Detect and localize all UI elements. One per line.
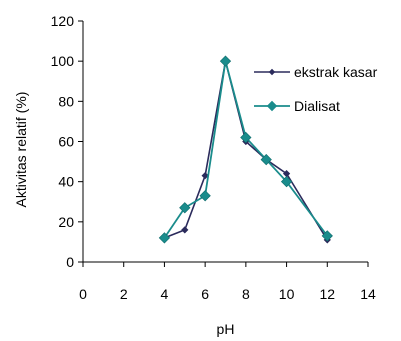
legend-marker	[268, 68, 276, 76]
y-tick-label: 80	[58, 93, 74, 109]
data-point	[280, 176, 293, 188]
x-tick-label: 4	[161, 286, 169, 302]
x-tick-label: 8	[242, 286, 250, 302]
data-point	[181, 226, 189, 234]
data-point	[158, 232, 171, 244]
series-line	[164, 60, 328, 241]
data-point	[260, 153, 272, 166]
x-ticks: 0 2 4 6 8 10 12 14	[79, 262, 376, 302]
y-tick-label: 20	[58, 214, 74, 230]
x-tick-label: 6	[201, 286, 209, 302]
y-tick-label: 120	[51, 13, 75, 29]
series-ekstrak-kasar	[160, 57, 331, 244]
data-point	[201, 172, 209, 180]
x-tick-label: 12	[319, 286, 335, 302]
data-point	[179, 202, 191, 214]
x-tick-label: 0	[79, 286, 87, 302]
x-axis-title: pH	[217, 321, 235, 337]
series-line	[163, 60, 329, 239]
legend: ekstrak kasar Dialisat	[254, 64, 378, 114]
legend-marker	[266, 100, 278, 112]
y-tick-label: 0	[66, 254, 74, 270]
x-tick-label: 2	[120, 286, 128, 302]
legend-label: ekstrak kasar	[294, 64, 378, 80]
data-point	[219, 55, 232, 67]
y-tick-label: 100	[51, 53, 75, 69]
x-tick-label: 10	[279, 286, 295, 302]
data-point	[321, 230, 333, 242]
y-axis-title: Aktivitas relatif (%)	[13, 92, 29, 208]
data-point	[199, 190, 211, 202]
series-layer	[158, 55, 333, 244]
x-tick-label: 14	[360, 286, 376, 302]
y-tick-label: 60	[58, 134, 74, 150]
legend-label: Dialisat	[294, 98, 340, 114]
y-ticks: 0 20 40 60 80 100 120	[51, 13, 83, 270]
data-point	[240, 131, 252, 144]
y-tick-label: 40	[58, 174, 74, 190]
series-dialisat	[158, 55, 333, 244]
